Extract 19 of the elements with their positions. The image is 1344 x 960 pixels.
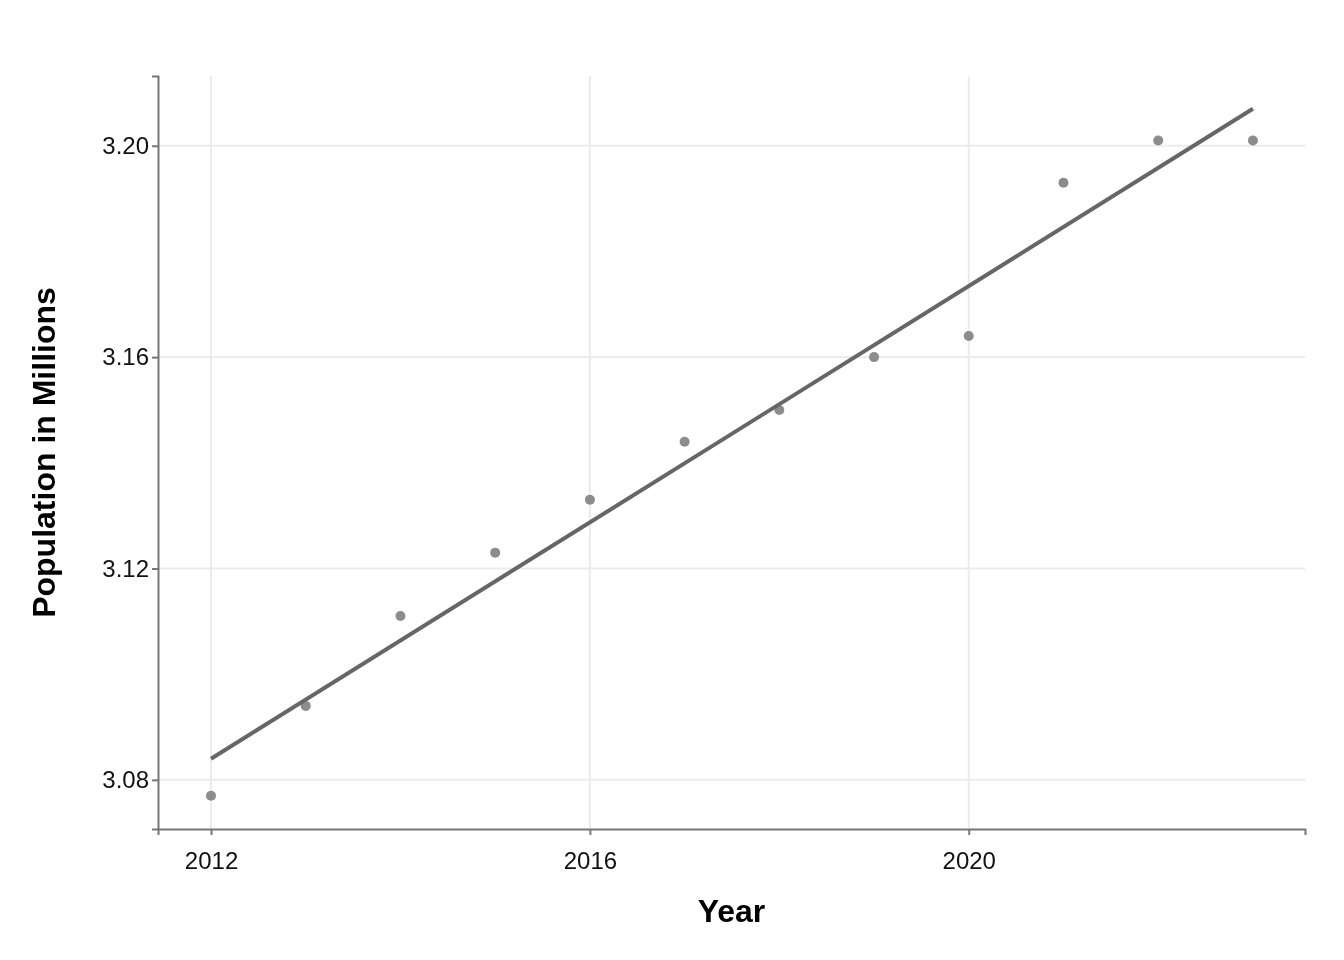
point (206, 790, 217, 801)
point (584, 494, 595, 505)
point (490, 547, 501, 558)
x-tick-label: 2016 (563, 847, 618, 875)
y-tick-label: 3.08 (102, 766, 149, 794)
point (1153, 135, 1164, 146)
point (1058, 177, 1069, 188)
x-tick-label: 2012 (184, 847, 239, 875)
point (395, 611, 406, 622)
x-axis-title: Year (697, 893, 766, 929)
y-tick-label: 3.12 (102, 554, 149, 582)
point (1247, 135, 1258, 146)
x-tick-label: 2020 (942, 847, 996, 875)
point (679, 436, 690, 447)
y-axis-title: Population in Millions (26, 287, 62, 618)
point (869, 352, 880, 363)
point (963, 330, 974, 341)
y-tick-label: 3.20 (102, 131, 149, 159)
y-tick-label: 3.16 (102, 343, 149, 371)
